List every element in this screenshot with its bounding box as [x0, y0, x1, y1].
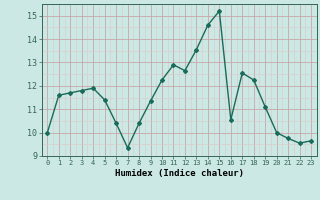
X-axis label: Humidex (Indice chaleur): Humidex (Indice chaleur) — [115, 169, 244, 178]
